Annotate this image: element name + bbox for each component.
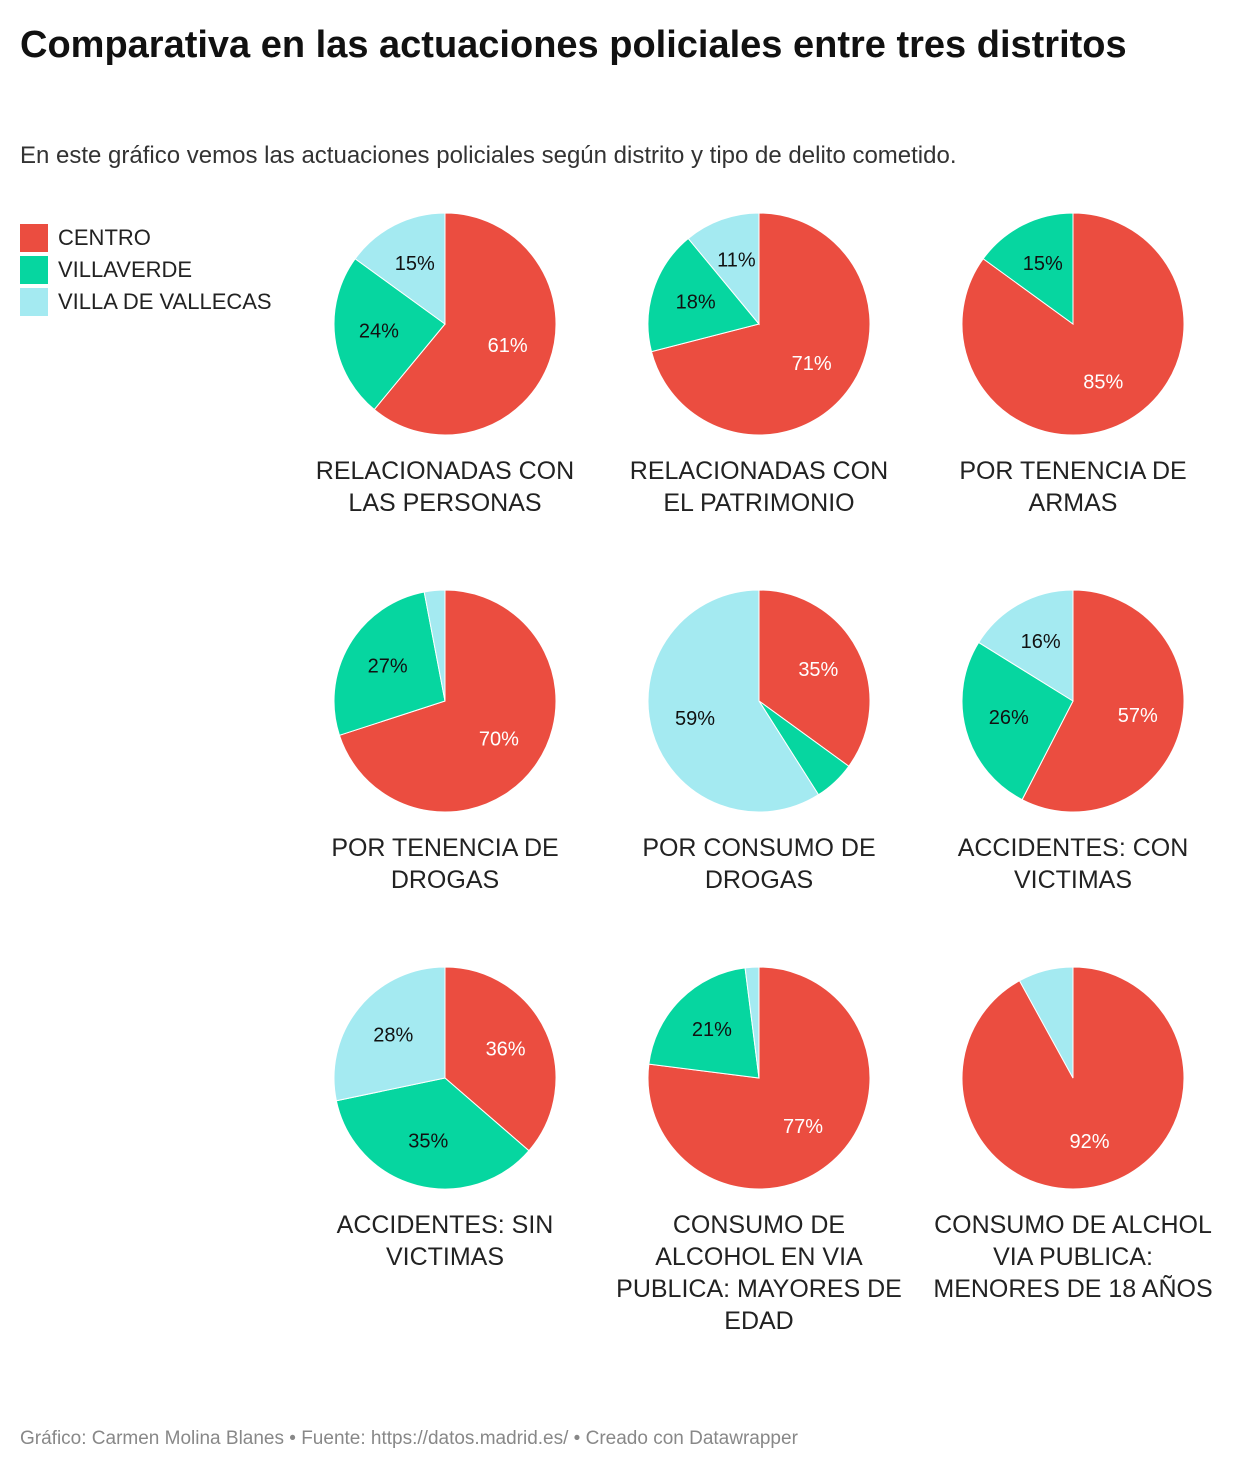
pie-svg: 85% 15%: [961, 212, 1185, 436]
pie-svg: 77% 21%: [647, 966, 871, 1190]
chart-title: Comparativa en las actuaciones policiale…: [20, 24, 1127, 66]
pie-slice-villa-de-vallecas: [1018, 966, 1074, 1079]
pie-slice-label: 70%: [479, 728, 519, 750]
pie-title: RELACIONADAS CON EL PATRIMONIO: [629, 457, 889, 517]
pie-title: POR CONSUMO DE DROGAS: [642, 834, 876, 894]
legend-swatch-villa-de-vallecas: [20, 288, 48, 316]
pie-slice-villa-de-vallecas: [977, 589, 1074, 702]
pie-slice-villaverde: [982, 212, 1074, 325]
pie-title: CONSUMO DE ALCOHOL EN VIA PUBLICA: MAYOR…: [616, 1211, 902, 1335]
pie-slice-label: 59%: [675, 708, 715, 730]
pie-slice-centro: [1021, 589, 1185, 813]
pie-chart: 71% 18% 11%: [644, 209, 874, 439]
pie-slice-villa-de-vallecas: [423, 589, 446, 702]
pie-slice-villaverde: [961, 641, 1074, 801]
pie-slice-centro: [373, 212, 557, 436]
pie-slice-label: 11%: [717, 250, 756, 272]
pie-slice-label: 35%: [798, 659, 838, 681]
pie-slice-label: 15%: [395, 253, 435, 275]
pie-svg: 71% 18%11%: [647, 212, 871, 436]
pie-title: CONSUMO DE ALCHOL VIA PUBLICA: MENORES D…: [933, 1211, 1213, 1303]
legend-item-centro: CENTRO: [20, 222, 272, 254]
pie-slice-villaverde: [335, 1077, 530, 1190]
pie-chart: 85% 15%: [958, 209, 1188, 439]
pie-slice-label: 61%: [488, 335, 528, 357]
legend-label-villaverde: VILLAVERDE: [58, 257, 193, 282]
pie-slice-label: 18%: [676, 292, 716, 314]
pie-slice-label: 85%: [1083, 372, 1123, 394]
pie-slice-centro: [338, 589, 557, 813]
pie-title: POR TENENCIA DE DROGAS: [331, 834, 559, 894]
pie-slice-label: 92%: [1070, 1131, 1110, 1153]
pie-slice-label: 16%: [1021, 631, 1061, 653]
pie-svg: 61% 24% 15%: [333, 212, 557, 436]
pie-title: RELACIONADAS CON LAS PERSONAS: [315, 457, 575, 517]
pie-slice-label: 24%: [359, 321, 399, 343]
pie-title: ACCIDENTES: SIN VICTIMAS: [336, 1211, 554, 1271]
pie-slice-villa-de-vallecas: [354, 212, 446, 325]
pie-slice-label: 57%: [1118, 705, 1158, 727]
pie-slice-label: 36%: [486, 1039, 526, 1061]
pie-slice-villaverde: [648, 967, 760, 1079]
legend-swatch-villaverde: [20, 256, 48, 284]
pie-svg: 57% 26% 16%: [961, 589, 1185, 813]
pie-chart: 61% 24% 15%: [330, 209, 560, 439]
pie-chart: 70% 27%: [330, 586, 560, 816]
pie-title: POR TENENCIA DE ARMAS: [959, 457, 1187, 517]
legend-label-centro: CENTRO: [58, 225, 151, 250]
pie-slice-villa-de-vallecas: [333, 966, 446, 1102]
pie-title: ACCIDENTES: CON VICTIMAS: [957, 834, 1189, 894]
pie-chart: 77% 21%: [644, 963, 874, 1193]
pie-slice-villa-de-vallecas: [687, 212, 760, 326]
pie-slice-label: 77%: [783, 1116, 823, 1138]
pie-slice-villaverde: [333, 591, 446, 736]
pie-svg: 92%: [961, 966, 1185, 1190]
pie-slice-label: 15%: [1023, 253, 1063, 275]
chart-subtitle: En este gráfico vemos las actuaciones po…: [20, 142, 957, 169]
pie-slice-centro: [650, 212, 871, 436]
pie-chart: 57% 26% 16%: [958, 586, 1188, 816]
pie-slice-villa-de-vallecas: [744, 966, 760, 1079]
pie-svg: 36% 35% 28%: [333, 966, 557, 1190]
pie-slice-villaverde: [647, 237, 760, 353]
pie-slice-villaverde: [333, 258, 446, 411]
pie-slice-label: 28%: [373, 1024, 413, 1046]
pie-slice-label: 26%: [989, 707, 1029, 729]
legend-swatch-centro: [20, 224, 48, 252]
pie-slice-centro: [758, 589, 871, 767]
chart-footer: Gráfico: Carmen Molina Blanes • Fuente: …: [20, 1428, 798, 1449]
legend-label-villa-de-vallecas: VILLA DE VALLECAS: [58, 289, 272, 314]
legend-item-villaverde: VILLAVERDE: [20, 254, 272, 286]
pie-chart: 36% 35% 28%: [330, 963, 560, 1193]
pie-svg: 35% 59%: [647, 589, 871, 813]
pie-slice-label: 35%: [408, 1131, 448, 1153]
pie-slice-label: 21%: [692, 1019, 732, 1041]
pie-slice-label: 71%: [792, 353, 832, 375]
pie-svg: 70% 27%: [333, 589, 557, 813]
pie-slice-villa-de-vallecas: [647, 589, 820, 813]
pie-slice-centro: [444, 966, 557, 1152]
pie-chart: 92%: [958, 963, 1188, 1193]
legend: CENTRO VILLAVERDE VILLA DE VALLECAS: [20, 222, 272, 318]
pie-chart: 35% 59%: [644, 586, 874, 816]
pie-slice-label: 27%: [368, 655, 408, 677]
legend-item-villa-de-vallecas: VILLA DE VALLECAS: [20, 286, 272, 318]
